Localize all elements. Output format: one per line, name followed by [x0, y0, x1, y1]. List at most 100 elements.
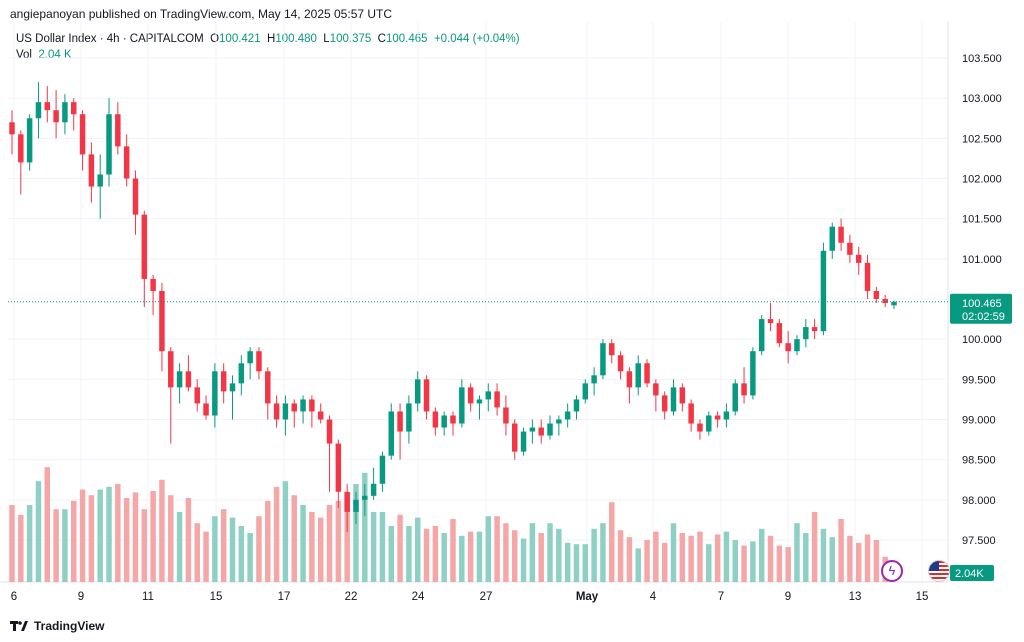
- candle-body: [600, 343, 606, 376]
- volume-bar: [529, 523, 536, 582]
- candle-body: [653, 383, 659, 396]
- volume-bar: [123, 498, 130, 582]
- candle-body: [141, 214, 148, 279]
- volume-bar: [688, 535, 694, 582]
- price-tick-label: 99.500: [962, 374, 996, 386]
- candle-body: [238, 363, 245, 384]
- time-tick-label: 6: [11, 591, 17, 603]
- candle-body: [811, 327, 818, 332]
- us-flag-icon[interactable]: [928, 560, 950, 582]
- footer-brand[interactable]: TradingView: [10, 619, 104, 633]
- volume-bar: [88, 495, 95, 582]
- volume-bar: [132, 492, 139, 582]
- candle-body: [79, 114, 86, 155]
- volume-bar: [220, 509, 227, 582]
- volume-bar: [150, 491, 156, 582]
- candle-body: [609, 343, 615, 356]
- time-tick-label: 24: [412, 591, 425, 603]
- candle-body: [370, 483, 377, 496]
- candle-body: [697, 423, 703, 432]
- low-label: L: [323, 33, 330, 45]
- volume-bar: [459, 535, 465, 582]
- volume-bar: [185, 498, 192, 582]
- volume-bar: [159, 479, 165, 582]
- volume-bar: [256, 516, 262, 582]
- change-value: +0.044 (+0.04%): [433, 33, 520, 45]
- price-tick-label: 103.500: [962, 53, 1002, 65]
- candle-body: [635, 363, 641, 388]
- volume-bar: [609, 502, 615, 582]
- symbol-name[interactable]: US Dollar Index · 4h · CAPITALCOM: [16, 33, 204, 45]
- candle-body: [573, 399, 580, 412]
- volume-bar: [873, 540, 880, 582]
- volume-bar: [370, 512, 377, 582]
- candle-body: [300, 399, 306, 412]
- volume-bar: [273, 486, 280, 582]
- volume-bar: [670, 523, 677, 582]
- volume-bar: [485, 516, 492, 582]
- volume-bar: [432, 526, 439, 582]
- volume-bar: [635, 548, 641, 582]
- candle-body: [317, 411, 324, 420]
- candle-body: [732, 383, 738, 412]
- candle-body: [309, 399, 315, 412]
- volume-bar: [141, 509, 148, 582]
- volume-bar: [9, 505, 15, 582]
- candle-body: [644, 363, 650, 384]
- volume-bar: [176, 512, 183, 582]
- volume-bar: [767, 535, 774, 582]
- candle-body: [820, 250, 827, 332]
- volume-bar: [723, 531, 730, 582]
- volume-bar: [282, 481, 289, 582]
- candle-body: [220, 371, 227, 392]
- price-tick-label: 98.000: [962, 495, 996, 507]
- candle-body: [115, 114, 121, 147]
- candle-body: [450, 415, 456, 424]
- volume-bar: [512, 530, 518, 582]
- candle-body: [97, 174, 103, 187]
- volume-bar: [838, 519, 844, 582]
- candle-body: [9, 122, 15, 135]
- flash-event-icon[interactable]: ϟ: [881, 560, 903, 582]
- volume-bar: [697, 531, 703, 582]
- candle-body: [467, 387, 474, 404]
- volume-bar: [26, 505, 33, 582]
- price-tick-label: 99.000: [962, 415, 996, 427]
- volume-bar: [115, 484, 121, 582]
- volume-bar: [317, 517, 324, 582]
- volume-bar: [79, 489, 86, 582]
- candle-body: [273, 403, 280, 420]
- time-tick-label: May: [576, 591, 599, 603]
- candle-body: [891, 301, 897, 306]
- volume-bar: [62, 509, 68, 582]
- volume-bar: [194, 523, 200, 582]
- volume-bar: [661, 542, 668, 582]
- candle-body: [35, 102, 42, 119]
- candle-body: [388, 411, 394, 456]
- volume-bar: [582, 544, 589, 582]
- time-tick-label: 17: [278, 591, 291, 603]
- volume-bar: [18, 514, 24, 582]
- candle-body: [679, 387, 686, 404]
- candle-body: [441, 415, 447, 428]
- candle-body: [873, 290, 880, 299]
- candle-body: [626, 371, 633, 388]
- candle-body: [106, 114, 112, 175]
- candle-body: [397, 411, 403, 432]
- volume-bar: [785, 547, 791, 582]
- volume-bar: [168, 495, 174, 582]
- candle-body: [882, 299, 888, 304]
- volume-bar: [644, 540, 650, 582]
- volume-bar: [520, 538, 527, 582]
- candle-body: [855, 254, 862, 263]
- candle-body: [229, 383, 236, 392]
- candle-body: [185, 371, 192, 388]
- candle-body: [847, 242, 853, 255]
- candle-body: [582, 383, 589, 400]
- volume-bar: [758, 528, 765, 582]
- volume-bar: [441, 533, 447, 582]
- volume-bar: [547, 523, 553, 582]
- volume-bar: [106, 486, 112, 582]
- candle-body: [529, 427, 536, 432]
